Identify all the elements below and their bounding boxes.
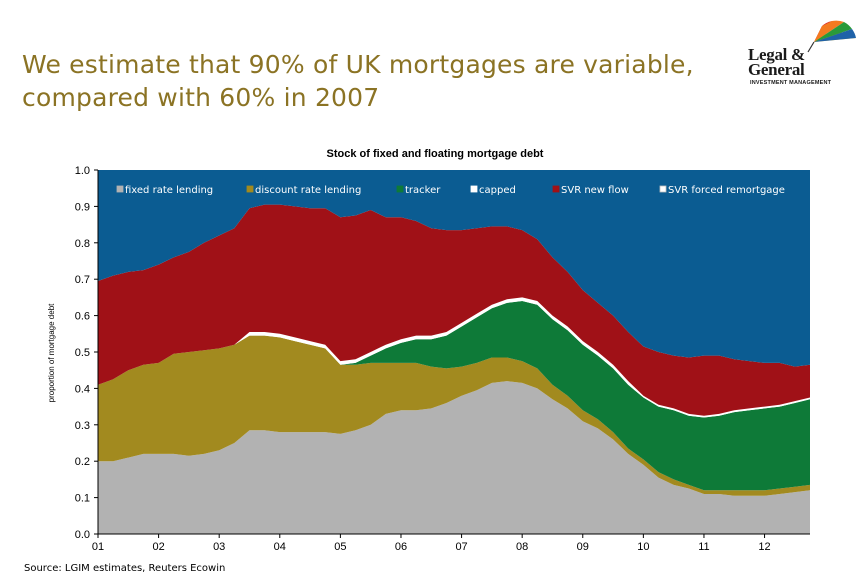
x-tick-label: 04	[274, 541, 286, 553]
y-tick-label: 0.7	[75, 274, 90, 286]
x-tick-label: 09	[577, 541, 589, 553]
legend-swatch	[116, 185, 124, 193]
legend-swatch	[396, 185, 404, 193]
x-tick-label: 11	[698, 541, 709, 553]
legend-item-svr-new-flow: SVR new flow	[552, 185, 629, 196]
y-tick-label: 0.5	[75, 347, 90, 359]
legend-item-tracker: tracker	[396, 185, 441, 196]
umbrella-icon	[807, 20, 856, 53]
y-tick-label: 0.2	[75, 456, 90, 468]
y-tick-label: 0.0	[75, 529, 90, 541]
legend-label: SVR new flow	[561, 185, 629, 196]
legend-item-discount-rate-lending: discount rate lending	[246, 185, 361, 196]
legend-swatch	[659, 185, 667, 193]
logo-text-line-2: General	[748, 60, 805, 79]
legend-label: SVR forced remortgage	[668, 185, 785, 196]
y-tick-label: 1.0	[75, 165, 90, 177]
legend-label: fixed rate lending	[125, 185, 213, 196]
y-axis-title: proportion of mortgage debt	[47, 303, 56, 403]
x-tick-label: 12	[758, 541, 770, 553]
legend-swatch	[552, 185, 560, 193]
y-tick-label: 0.1	[75, 493, 90, 505]
legend-label: capped	[479, 185, 516, 196]
headline: We estimate that 90% of UK mortgages are…	[22, 48, 742, 114]
headline-line-1: We estimate that 90% of UK mortgages are…	[22, 50, 694, 79]
legend-item-fixed-rate-lending: fixed rate lending	[116, 185, 213, 196]
source-note: Source: LGIM estimates, Reuters Ecowin	[24, 563, 226, 574]
chart-title: Stock of fixed and floating mortgage deb…	[327, 148, 544, 160]
y-tick-label: 0.4	[75, 383, 90, 395]
x-tick-label: 03	[213, 541, 225, 553]
area-discount-rate-lending	[98, 335, 810, 496]
legend-item-svr-forced-remortgage: SVR forced remortgage	[659, 185, 785, 196]
area-capped	[98, 297, 810, 418]
legend-label: discount rate lending	[255, 185, 361, 196]
x-tick-label: 06	[395, 541, 407, 553]
area-fixed-rate-lending	[98, 381, 810, 534]
y-tick-label: 0.6	[75, 311, 90, 323]
x-tick-label: 10	[637, 541, 649, 553]
x-tick-label: 02	[152, 541, 164, 553]
x-tick-label: 07	[455, 541, 467, 553]
area-tracker	[98, 301, 810, 491]
logo-text-line-1: Legal &	[748, 45, 805, 64]
x-tick-label: 01	[92, 541, 104, 553]
y-tick-label: 0.9	[75, 201, 90, 213]
headline-line-2: compared with 60% in 2007	[22, 83, 380, 112]
company-logo: Legal & General INVESTMENT MANAGEMENT	[748, 18, 858, 88]
y-tick-label: 0.8	[75, 238, 90, 250]
area-svr-new-flow	[98, 204, 810, 416]
logo-subtitle: INVESTMENT MANAGEMENT	[750, 80, 832, 86]
legend-swatch	[470, 185, 478, 193]
legend-label: tracker	[405, 185, 441, 196]
legend-item-capped: capped	[470, 185, 516, 196]
x-tick-label: 08	[516, 541, 528, 553]
legend-swatch	[246, 185, 254, 193]
x-tick-label: 05	[334, 541, 346, 553]
y-tick-label: 0.3	[75, 420, 90, 432]
area-svr-forced-remortgage	[98, 170, 810, 367]
